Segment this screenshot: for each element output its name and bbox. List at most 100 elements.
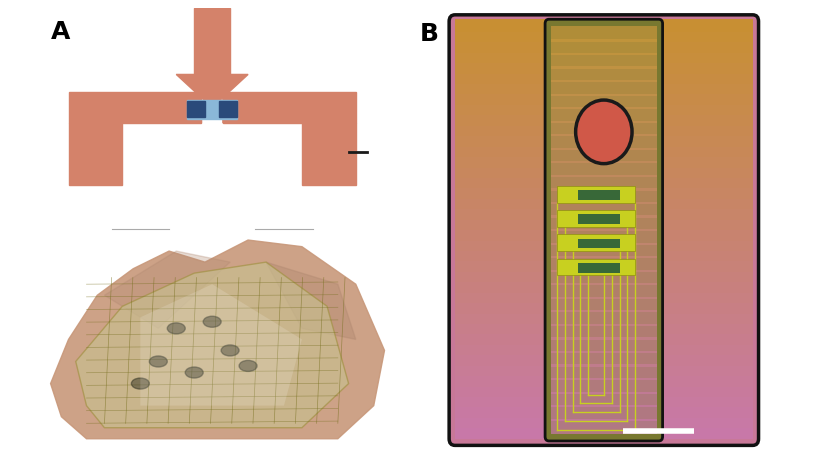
Bar bbox=[455, 103, 752, 116]
FancyBboxPatch shape bbox=[449, 16, 759, 445]
Bar bbox=[551, 257, 657, 272]
Bar bbox=[69, 93, 202, 124]
Bar bbox=[551, 324, 657, 340]
Bar bbox=[455, 343, 752, 356]
Bar bbox=[557, 259, 635, 276]
Bar bbox=[455, 93, 752, 106]
Text: B: B bbox=[419, 22, 439, 46]
Bar bbox=[551, 311, 657, 326]
Bar bbox=[455, 134, 752, 147]
Polygon shape bbox=[104, 252, 230, 329]
Bar bbox=[455, 280, 752, 293]
Bar bbox=[455, 374, 752, 387]
Bar bbox=[455, 395, 752, 408]
Polygon shape bbox=[176, 75, 248, 102]
Bar bbox=[455, 51, 752, 64]
Bar bbox=[551, 216, 657, 232]
Bar bbox=[559, 263, 578, 273]
Bar bbox=[559, 239, 578, 249]
Bar bbox=[455, 197, 752, 210]
Polygon shape bbox=[187, 93, 202, 124]
Bar bbox=[551, 148, 657, 164]
Bar bbox=[551, 419, 657, 434]
Bar bbox=[455, 41, 752, 54]
Bar bbox=[551, 297, 657, 313]
Bar bbox=[557, 186, 635, 203]
Bar bbox=[551, 135, 657, 151]
Bar bbox=[579, 215, 619, 224]
Bar bbox=[455, 312, 752, 325]
Circle shape bbox=[221, 345, 239, 356]
Bar bbox=[455, 426, 752, 439]
Bar bbox=[455, 322, 752, 335]
Circle shape bbox=[149, 356, 167, 367]
Bar bbox=[455, 176, 752, 189]
Bar bbox=[455, 332, 752, 345]
Bar bbox=[69, 124, 122, 185]
Bar bbox=[455, 72, 752, 85]
Bar bbox=[551, 108, 657, 123]
Bar bbox=[455, 187, 752, 199]
Bar bbox=[551, 392, 657, 408]
Bar bbox=[551, 243, 657, 259]
FancyBboxPatch shape bbox=[545, 20, 663, 441]
Bar bbox=[551, 230, 657, 245]
Text: A: A bbox=[51, 20, 70, 44]
Circle shape bbox=[239, 361, 257, 372]
Bar bbox=[455, 83, 752, 95]
Bar bbox=[455, 249, 752, 262]
Bar bbox=[455, 364, 752, 376]
Bar bbox=[557, 235, 635, 252]
Polygon shape bbox=[51, 241, 384, 439]
Bar bbox=[551, 40, 657, 56]
Bar bbox=[551, 162, 657, 178]
Circle shape bbox=[575, 101, 632, 164]
Bar bbox=[455, 218, 752, 230]
Bar bbox=[455, 291, 752, 303]
Bar bbox=[194, 9, 230, 75]
Bar bbox=[187, 102, 205, 118]
Bar bbox=[455, 156, 752, 168]
Bar bbox=[551, 81, 657, 96]
Bar bbox=[551, 189, 657, 205]
Bar bbox=[551, 351, 657, 367]
Bar bbox=[551, 378, 657, 394]
Bar bbox=[551, 95, 657, 110]
Bar bbox=[455, 20, 752, 33]
Bar bbox=[455, 239, 752, 252]
Bar bbox=[455, 62, 752, 74]
Circle shape bbox=[131, 378, 149, 389]
Bar bbox=[551, 67, 657, 83]
Polygon shape bbox=[266, 263, 356, 340]
Polygon shape bbox=[76, 263, 348, 428]
Bar bbox=[551, 121, 657, 137]
Bar bbox=[220, 102, 237, 118]
Bar bbox=[579, 191, 619, 201]
Bar bbox=[455, 405, 752, 418]
Bar bbox=[455, 260, 752, 272]
Bar bbox=[455, 353, 752, 366]
Bar bbox=[551, 54, 657, 70]
Bar bbox=[455, 416, 752, 428]
Bar bbox=[455, 301, 752, 314]
Bar bbox=[455, 166, 752, 179]
Bar bbox=[223, 93, 356, 124]
Polygon shape bbox=[223, 93, 237, 124]
Bar bbox=[557, 211, 635, 227]
Bar bbox=[455, 114, 752, 127]
Bar bbox=[551, 364, 657, 381]
Bar bbox=[579, 263, 619, 273]
Bar bbox=[455, 145, 752, 158]
Bar bbox=[551, 284, 657, 299]
Bar bbox=[559, 215, 578, 224]
Bar bbox=[455, 124, 752, 137]
Bar bbox=[551, 270, 657, 286]
Bar bbox=[455, 385, 752, 397]
Circle shape bbox=[203, 317, 221, 328]
Bar bbox=[187, 101, 237, 119]
Bar bbox=[551, 338, 657, 353]
Polygon shape bbox=[140, 285, 302, 406]
Bar bbox=[455, 229, 752, 241]
Bar bbox=[302, 124, 356, 185]
Bar bbox=[559, 191, 578, 201]
